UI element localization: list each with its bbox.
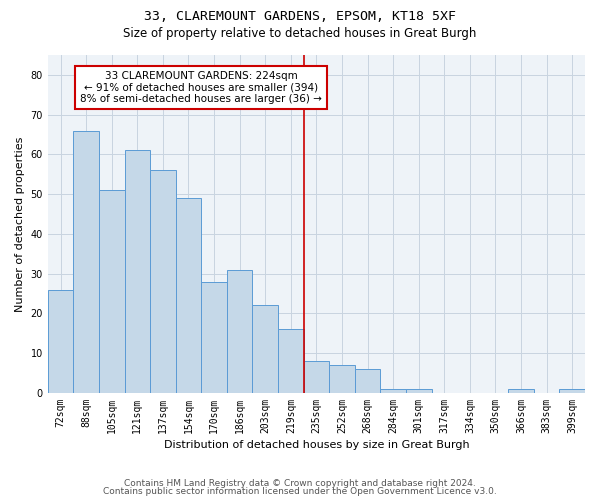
Text: 33 CLAREMOUNT GARDENS: 224sqm
← 91% of detached houses are smaller (394)
8% of s: 33 CLAREMOUNT GARDENS: 224sqm ← 91% of d… xyxy=(80,71,322,104)
Text: Contains public sector information licensed under the Open Government Licence v3: Contains public sector information licen… xyxy=(103,487,497,496)
Bar xyxy=(176,198,201,393)
Bar xyxy=(150,170,176,393)
Bar xyxy=(406,389,431,393)
Text: 33, CLAREMOUNT GARDENS, EPSOM, KT18 5XF: 33, CLAREMOUNT GARDENS, EPSOM, KT18 5XF xyxy=(144,10,456,23)
Bar xyxy=(99,190,125,393)
Y-axis label: Number of detached properties: Number of detached properties xyxy=(15,136,25,312)
Bar xyxy=(227,270,253,393)
Bar xyxy=(201,282,227,393)
Bar xyxy=(355,369,380,393)
Bar xyxy=(559,389,585,393)
Bar xyxy=(125,150,150,393)
Bar xyxy=(73,130,99,393)
Bar xyxy=(278,330,304,393)
Text: Contains HM Land Registry data © Crown copyright and database right 2024.: Contains HM Land Registry data © Crown c… xyxy=(124,478,476,488)
Bar xyxy=(253,306,278,393)
Bar xyxy=(508,389,534,393)
X-axis label: Distribution of detached houses by size in Great Burgh: Distribution of detached houses by size … xyxy=(164,440,469,450)
Bar xyxy=(329,365,355,393)
Text: Size of property relative to detached houses in Great Burgh: Size of property relative to detached ho… xyxy=(124,28,476,40)
Bar xyxy=(380,389,406,393)
Bar xyxy=(304,361,329,393)
Bar xyxy=(48,290,73,393)
